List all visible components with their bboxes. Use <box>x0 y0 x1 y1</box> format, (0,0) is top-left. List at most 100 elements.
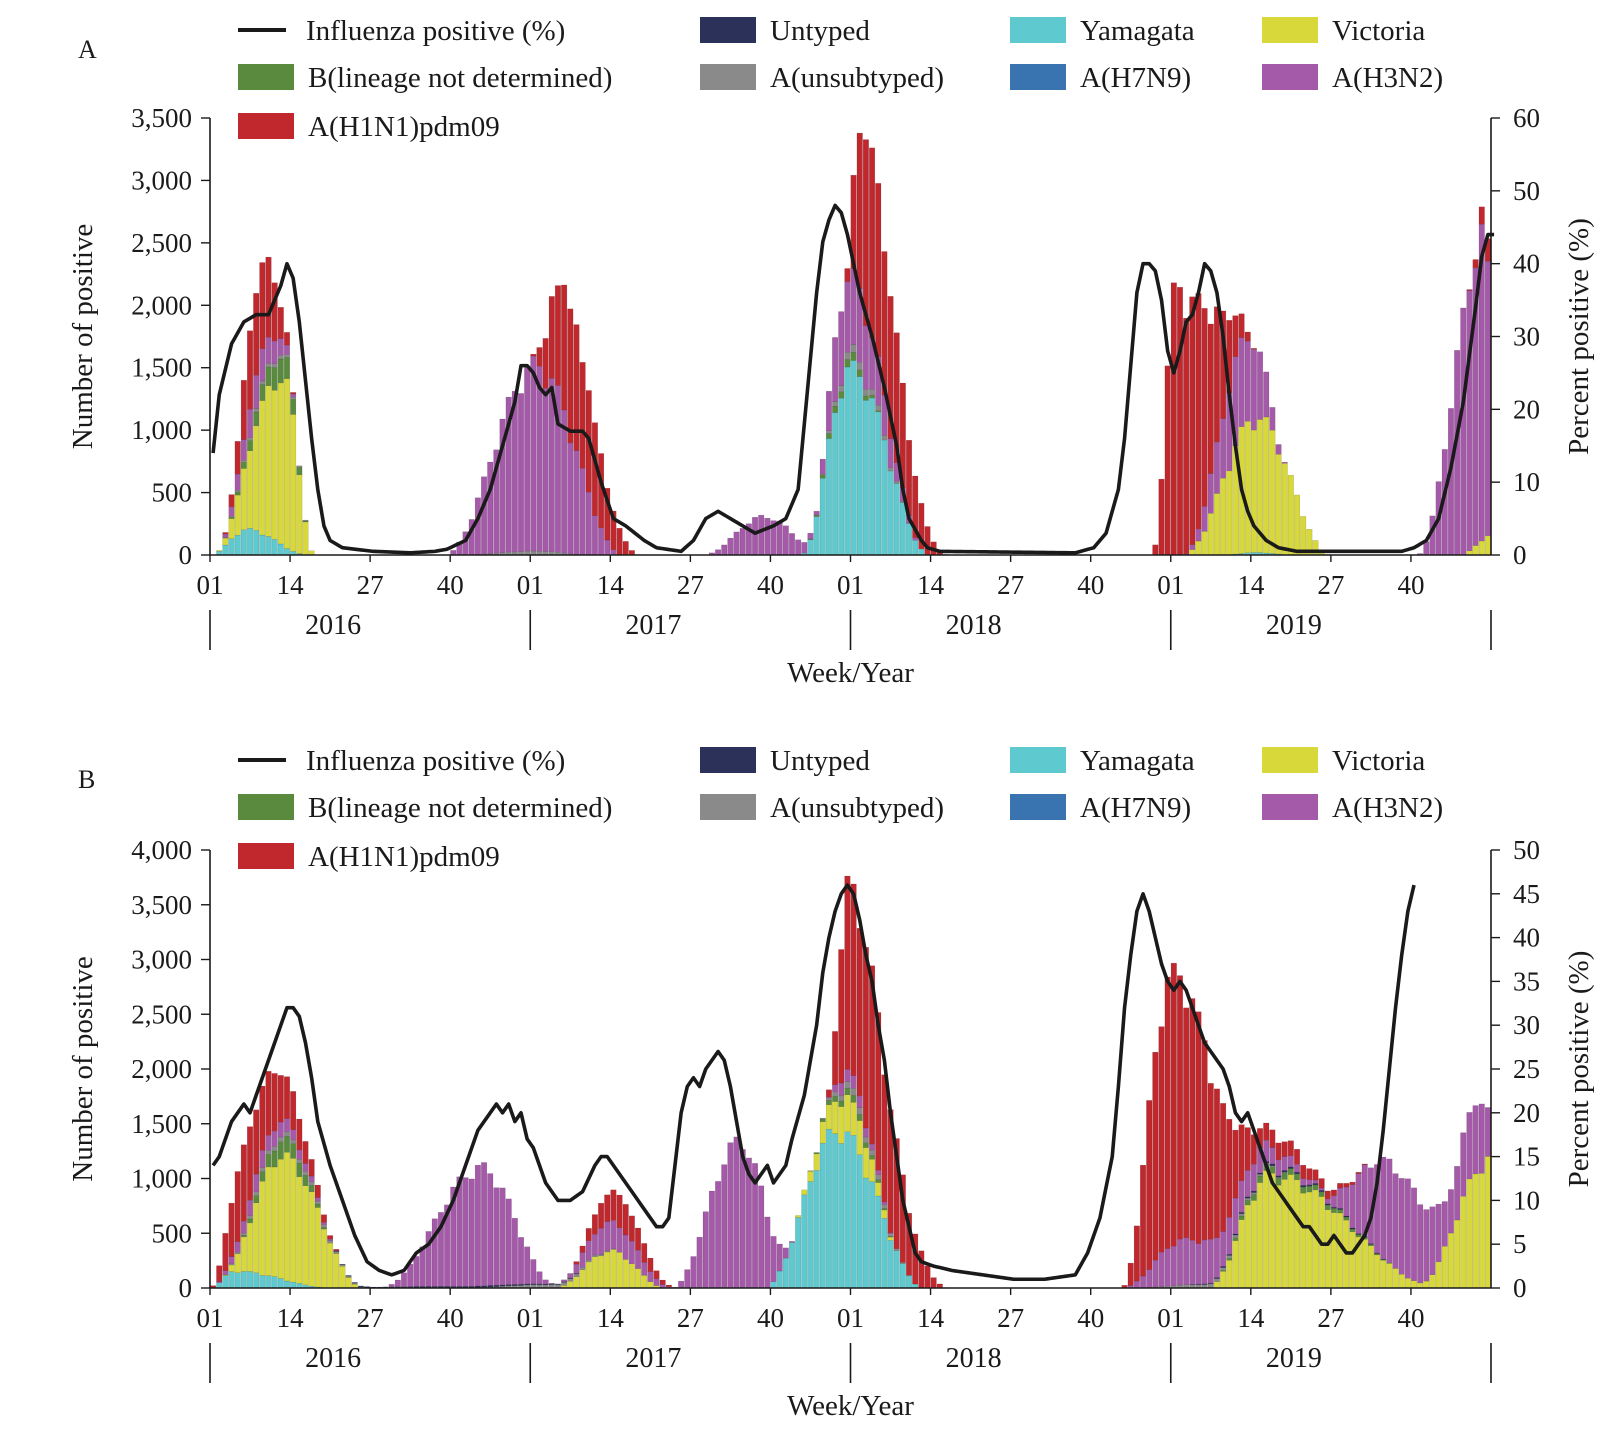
bar-b_nd <box>240 462 247 469</box>
bar-h3n2 <box>739 1149 746 1289</box>
bar-h3n2 <box>1189 544 1196 550</box>
bar-h3n2 <box>290 1129 297 1141</box>
bar-h3n2 <box>518 393 524 552</box>
bar-a_unsub <box>247 437 254 441</box>
bar-h3n2 <box>1411 1187 1417 1281</box>
y2-tick-label: 10 <box>1513 1185 1540 1215</box>
bar-h3n2 <box>727 537 734 556</box>
bar-victoria <box>1287 474 1294 556</box>
bar-h3n2 <box>1170 1245 1177 1286</box>
y-tick-label: 2,000 <box>131 1054 192 1084</box>
bar-untyped <box>493 1284 500 1287</box>
bar-untyped <box>524 1283 531 1286</box>
bar-h3n2 <box>715 1181 722 1289</box>
bar-h1n1 <box>659 1279 666 1285</box>
bar-h3n2 <box>1250 349 1257 431</box>
year-label: 2018 <box>946 610 1002 641</box>
bar-a_unsub <box>314 1200 321 1205</box>
bar-h3n2 <box>1398 1178 1405 1275</box>
x-axis-title: Week/Year <box>787 657 914 689</box>
bar-h1n1 <box>554 285 561 386</box>
bar-h1n1 <box>271 282 278 342</box>
bar-untyped <box>1355 1233 1362 1235</box>
y2-tick-label: 20 <box>1513 394 1540 424</box>
bar-h1n1 <box>1189 998 1196 1241</box>
bar-h3n2 <box>1275 444 1282 455</box>
bar-victoria <box>1484 1156 1491 1289</box>
bar-yamagata <box>228 538 235 556</box>
bar-yamagata <box>795 1217 802 1289</box>
bars <box>210 875 1491 1289</box>
bar-h3n2 <box>277 1121 284 1138</box>
bar-b_nd <box>1367 1244 1374 1246</box>
bar-h3n2 <box>1306 1179 1313 1185</box>
bar-h3n2 <box>505 396 512 553</box>
bar-h3n2 <box>542 1279 549 1285</box>
bar-yamagata <box>887 470 894 556</box>
bar-victoria <box>1213 493 1220 556</box>
bar-h3n2 <box>493 449 500 554</box>
bar-b_nd <box>228 517 235 519</box>
bar-h3n2 <box>844 1069 851 1082</box>
bar-victoria <box>1257 419 1264 553</box>
bar-yamagata <box>265 536 272 556</box>
bar-h1n1 <box>844 268 851 282</box>
bar-a_unsub <box>345 1275 352 1278</box>
bar-a_unsub <box>869 389 876 396</box>
bar-a_unsub <box>1226 1255 1233 1259</box>
y-tick-label: 1,000 <box>131 415 192 445</box>
bar-b_nd <box>1306 1185 1313 1193</box>
bar-h3n2 <box>1140 1275 1147 1289</box>
bar-yamagata <box>271 1276 278 1289</box>
legend-label-h3n2: A(H3N2) <box>1332 62 1443 94</box>
bar-untyped <box>518 1283 524 1286</box>
bar-yamagata <box>265 1275 272 1289</box>
bar-h1n1 <box>271 1073 278 1132</box>
bar-a_unsub <box>875 404 882 411</box>
bar-b_nd <box>308 1185 315 1193</box>
legend-swatch-a_unsub <box>700 64 756 90</box>
bar-victoria <box>598 1255 605 1289</box>
bar-victoria <box>1386 1263 1393 1289</box>
bar-h1n1 <box>1213 1088 1220 1238</box>
bar-h1n1 <box>1349 1181 1356 1185</box>
bar-h3n2 <box>881 1201 888 1205</box>
bar-a_unsub <box>1250 1192 1257 1195</box>
bar-a_unsub <box>869 1149 876 1156</box>
bar-b_nd <box>296 1162 303 1177</box>
bar-h3n2 <box>579 467 586 556</box>
bar-h3n2 <box>314 1197 321 1202</box>
bar-h1n1 <box>875 183 882 357</box>
bar-victoria <box>591 1256 598 1289</box>
legend-swatch-h3n2 <box>1262 64 1318 90</box>
bar-yamagata <box>290 1281 297 1289</box>
bar-h3n2 <box>481 476 488 555</box>
bar-h1n1 <box>1324 1190 1331 1200</box>
bar-h1n1 <box>296 1118 303 1151</box>
bar-victoria <box>265 1166 272 1276</box>
x-tick-label: 27 <box>1317 1303 1344 1333</box>
legend-item-h1n1: A(H1N1)pdm09 <box>238 111 500 143</box>
bar-victoria <box>1226 470 1233 556</box>
bar-h1n1 <box>290 392 297 395</box>
bar-h1n1 <box>850 883 857 1076</box>
bar-yamagata <box>881 439 888 556</box>
bar-a_unsub <box>579 1267 586 1270</box>
bar-h3n2 <box>573 450 580 555</box>
x-tick-label: 40 <box>1077 570 1104 600</box>
bar-b_nd <box>1257 1175 1264 1183</box>
bar-untyped <box>1281 1170 1288 1173</box>
bar-h3n2 <box>591 1234 598 1256</box>
legend: Influenza positive (%) Untyped Yamagata Vic… <box>238 15 1443 143</box>
legend-swatch-h3n2 <box>1262 794 1318 820</box>
bar-b_nd <box>240 1235 247 1238</box>
y2-tick-label: 50 <box>1513 835 1540 865</box>
bar-h3n2 <box>253 1173 260 1192</box>
legend-label-h7n9: A(H7N9) <box>1080 792 1191 824</box>
bar-a_unsub <box>561 1282 568 1286</box>
bar-untyped <box>499 1284 506 1287</box>
bar-h1n1 <box>1306 1168 1313 1180</box>
bar-victoria <box>641 1275 648 1289</box>
bar-victoria <box>850 1102 857 1136</box>
bar-h1n1 <box>598 1202 605 1229</box>
